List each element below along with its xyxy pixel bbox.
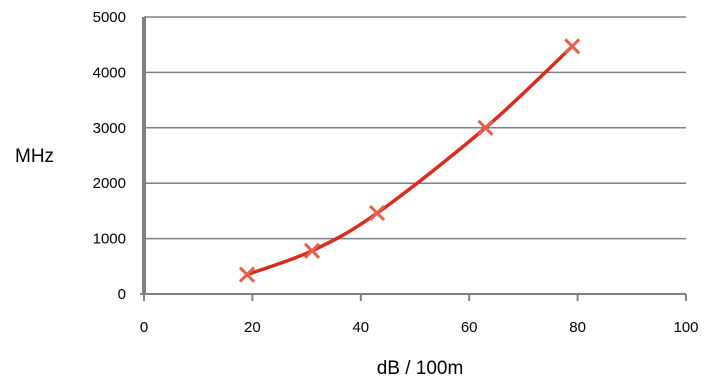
y-tick-label: 1000 xyxy=(93,231,126,248)
y-tick-labels: 0 1000 2000 3000 4000 5000 xyxy=(93,9,126,303)
x-axis-title: dB / 100m xyxy=(377,358,464,379)
marker-stroke xyxy=(238,266,256,283)
x-tick-label: 40 xyxy=(352,319,369,336)
marker-stroke xyxy=(477,119,494,136)
data-point-marker xyxy=(564,38,581,55)
x-tick-labels: 0 20 40 60 80 100 xyxy=(140,319,699,336)
x-tick-label: 20 xyxy=(244,319,261,336)
y-tick-label: 0 xyxy=(118,286,126,303)
y-tick-label: 2000 xyxy=(93,175,126,192)
x-tick-label: 100 xyxy=(673,319,698,336)
data-point-marker xyxy=(477,119,494,136)
y-tick-label: 5000 xyxy=(93,9,126,26)
data-point-marker xyxy=(368,205,386,222)
marker-stroke xyxy=(564,38,581,55)
y-tick-label: 3000 xyxy=(93,120,126,137)
data-series xyxy=(238,38,581,283)
data-point-marker xyxy=(238,266,256,283)
x-tick-label: 80 xyxy=(569,319,586,336)
marker-stroke xyxy=(303,242,321,259)
x-tick-label: 60 xyxy=(461,319,478,336)
y-axis-title: MHz xyxy=(15,146,54,167)
axes xyxy=(140,17,687,301)
series-line xyxy=(246,45,574,277)
gridlines xyxy=(144,16,686,240)
marker-stroke xyxy=(368,205,386,222)
data-point-marker xyxy=(303,242,321,259)
x-tick-label: 0 xyxy=(140,319,148,336)
y-tick-label: 4000 xyxy=(93,64,126,81)
